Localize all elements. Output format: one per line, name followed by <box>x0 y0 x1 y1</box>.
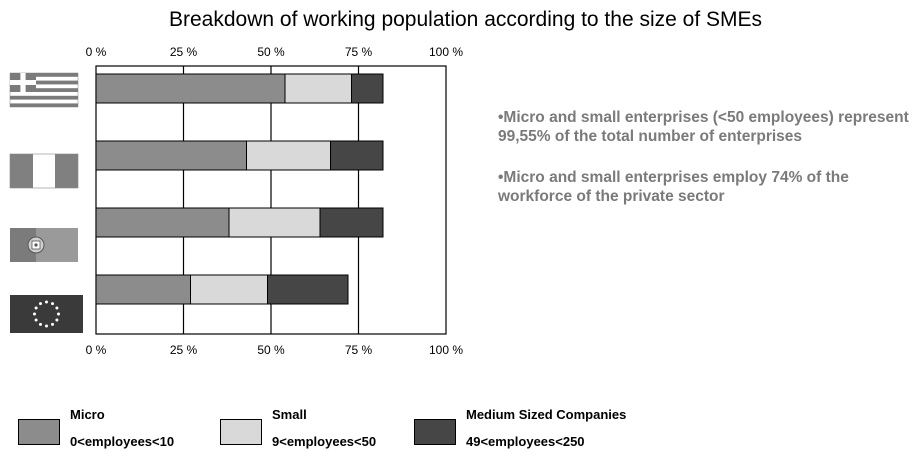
bar-medium-greece-flag <box>351 73 384 104</box>
bar-medium-portugal-flag <box>319 207 384 238</box>
legend-name-small: Small <box>272 407 307 422</box>
x-tick-label-bottom: 50 % <box>257 343 285 357</box>
x-tick-label-bottom: 0 % <box>86 343 107 357</box>
eu-star <box>51 302 54 306</box>
legend-swatch-micro <box>18 419 60 445</box>
bar-small-eu-flag <box>190 274 268 305</box>
tick-layer: 0 % 0 % 25 % 25 % 50 % 50 % 75 % 75 % 100 % 100 % <box>86 45 464 357</box>
eu-star <box>55 306 59 310</box>
x-tick-label-top: 0 % <box>86 45 107 59</box>
eu-star <box>39 322 42 326</box>
bar-micro-italy-flag <box>95 140 247 171</box>
bar-micro-eu-flag <box>95 274 191 305</box>
x-tick-label-top: 100 % <box>429 45 463 59</box>
legend-swatch-medium <box>414 419 456 445</box>
bar-medium-italy-flag <box>330 140 384 171</box>
bar-medium-eu-flag <box>267 274 349 305</box>
bar-small-italy-flag <box>246 140 331 171</box>
eu-flag-icon <box>10 295 83 333</box>
x-tick-label-top: 75 % <box>345 45 373 59</box>
x-tick-label-bottom: 100 % <box>429 343 463 357</box>
eu-star <box>45 300 48 304</box>
eu-star <box>51 322 54 326</box>
eu-star <box>33 312 36 316</box>
legend-range-micro: 0<employees<10 <box>70 434 175 449</box>
eu-star <box>55 318 59 322</box>
bar-micro-portugal-flag <box>95 207 230 238</box>
x-tick-label-bottom: 75 % <box>345 343 373 357</box>
bullet-workforce: •Micro and small enterprises employ 74% … <box>498 169 849 205</box>
italy-flag-icon <box>9 153 79 189</box>
legend-swatch-small <box>220 419 262 445</box>
legend-range-small: 9<employees<50 <box>272 434 377 449</box>
eu-star <box>34 318 38 322</box>
bar-small-portugal-flag <box>228 207 321 238</box>
bar-layer <box>95 73 384 305</box>
eu-star <box>57 312 60 316</box>
x-tick-label-bottom: 25 % <box>170 343 198 357</box>
eu-star <box>45 324 48 328</box>
x-tick-label-top: 50 % <box>257 45 285 59</box>
eu-star <box>34 306 38 310</box>
bar-small-greece-flag <box>284 73 352 104</box>
legend-name-micro: Micro <box>70 407 105 422</box>
legend-name-medium: Medium Sized Companies <box>466 407 627 422</box>
eu-star <box>39 302 42 306</box>
greece-flag-icon <box>9 72 79 108</box>
x-tick-label-top: 25 % <box>170 45 198 59</box>
bullet-enterprises: •Micro and small enterprises (<50 employ… <box>498 109 909 145</box>
bar-micro-greece-flag <box>95 73 286 104</box>
chart-title: Breakdown of working population accordin… <box>169 8 762 31</box>
bullet-list: •Micro and small enterprises (<50 employ… <box>498 108 918 228</box>
legend-range-medium: 49<employees<250 <box>466 434 585 449</box>
portugal-flag-icon <box>10 228 78 262</box>
